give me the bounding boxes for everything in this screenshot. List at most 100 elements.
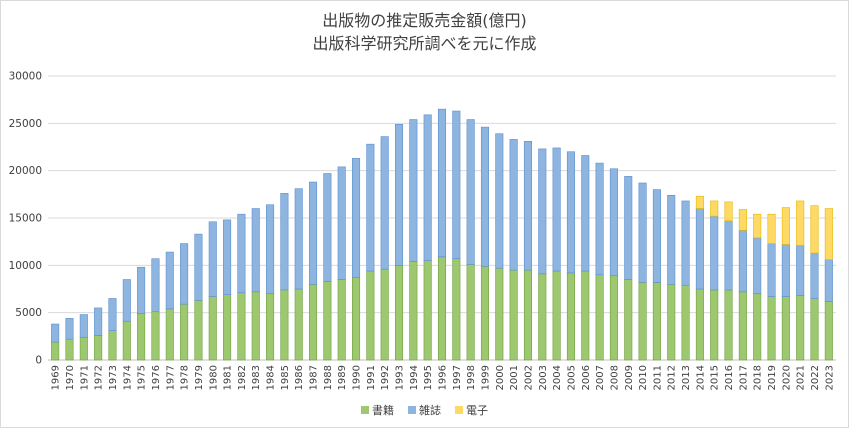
bar-segment bbox=[710, 215, 719, 291]
bar-segment bbox=[280, 289, 289, 361]
bar-segment bbox=[538, 148, 547, 275]
bar-segment bbox=[352, 158, 361, 278]
x-tick-label: 2005 bbox=[566, 365, 577, 390]
bar-segment bbox=[695, 208, 704, 290]
bar-segment bbox=[781, 296, 790, 361]
x-tick-label: 1980 bbox=[208, 365, 219, 390]
x-tick-label: 2015 bbox=[710, 365, 721, 390]
bar-segment bbox=[165, 251, 174, 310]
bar-segment bbox=[667, 283, 676, 361]
bar-segment bbox=[538, 273, 547, 361]
legend-item-books: 書籍 bbox=[361, 402, 394, 418]
bar-segment bbox=[695, 195, 704, 209]
bar-segment bbox=[137, 266, 146, 314]
x-tick-label: 2011 bbox=[652, 365, 663, 390]
bar-segment bbox=[796, 200, 805, 246]
x-tick-label: 2022 bbox=[810, 365, 821, 390]
x-tick-label: 2006 bbox=[581, 365, 592, 390]
bar-segment bbox=[423, 114, 432, 261]
bar-segment bbox=[738, 209, 747, 231]
bar-segment bbox=[309, 283, 318, 361]
bar-segment bbox=[337, 279, 346, 361]
bar-segment bbox=[738, 230, 747, 293]
bar-segment bbox=[624, 176, 633, 280]
x-tick-label: 1977 bbox=[165, 365, 176, 390]
bar-segment bbox=[624, 279, 633, 361]
bar-segment bbox=[452, 110, 461, 260]
bar-segment bbox=[65, 338, 74, 361]
bar-segment bbox=[810, 205, 819, 254]
bar-segment bbox=[137, 313, 146, 361]
bar-segment bbox=[466, 264, 475, 361]
bar-segment bbox=[251, 291, 260, 361]
bar-segment bbox=[180, 303, 189, 361]
legend-swatch-digital bbox=[455, 406, 463, 414]
legend-label-magazines: 雑誌 bbox=[419, 404, 441, 417]
bar-segment bbox=[94, 307, 103, 336]
x-tick-label: 1995 bbox=[423, 365, 434, 390]
bar-segment bbox=[824, 301, 833, 361]
x-tick-label: 2014 bbox=[695, 365, 706, 390]
bar-segment bbox=[394, 123, 404, 266]
x-tick-label: 2016 bbox=[724, 365, 735, 390]
bar-segment bbox=[480, 265, 490, 361]
legend-swatch-magazines bbox=[408, 406, 416, 414]
bar-segment bbox=[552, 147, 561, 272]
x-tick-label: 1993 bbox=[395, 365, 406, 390]
x-tick-label: 1983 bbox=[251, 365, 262, 390]
bar-segment bbox=[108, 330, 117, 361]
bar-segment bbox=[681, 284, 690, 361]
bar-segment bbox=[366, 270, 375, 361]
x-tick-label: 1986 bbox=[294, 365, 305, 390]
bar-segment bbox=[652, 189, 661, 283]
bar-segment bbox=[423, 260, 432, 361]
x-tick-label: 2002 bbox=[523, 365, 534, 390]
x-tick-label: 2020 bbox=[781, 365, 792, 390]
bar-segment bbox=[194, 300, 203, 361]
bar-segment bbox=[180, 243, 189, 305]
bar-segment bbox=[495, 267, 504, 361]
legend-label-digital: 電子 bbox=[466, 404, 488, 417]
x-tick-label: 1998 bbox=[466, 365, 477, 390]
bar-segment bbox=[609, 168, 618, 277]
x-tick-label: 2009 bbox=[624, 365, 635, 390]
x-tick-label: 1987 bbox=[309, 365, 320, 390]
bar-segment bbox=[294, 288, 303, 361]
bar-segment bbox=[237, 213, 246, 294]
bar-segment bbox=[309, 181, 318, 285]
x-tick-label: 2021 bbox=[796, 365, 807, 390]
y-tick-label: 20000 bbox=[9, 165, 42, 177]
bar-segment bbox=[509, 139, 518, 271]
bar-segment bbox=[638, 282, 647, 361]
bar-segment bbox=[767, 296, 776, 361]
x-tick-label: 2018 bbox=[753, 365, 764, 390]
bar-segment bbox=[366, 143, 375, 272]
bar-segment bbox=[51, 341, 60, 361]
x-tick-label: 2012 bbox=[667, 365, 678, 390]
x-tick-label: 1985 bbox=[280, 365, 291, 390]
bar-segment bbox=[681, 200, 690, 286]
bar-segment bbox=[738, 291, 747, 361]
bar-segment bbox=[796, 245, 805, 296]
bar-segment bbox=[380, 136, 389, 270]
bar-segment bbox=[151, 311, 160, 361]
bar-segment bbox=[352, 277, 361, 361]
y-tick-label: 5000 bbox=[15, 307, 42, 319]
y-tick-label: 30000 bbox=[9, 71, 42, 83]
bar-segment bbox=[781, 207, 790, 245]
bar-segment bbox=[323, 173, 332, 282]
x-tick-label: 1969 bbox=[51, 365, 62, 390]
bar-segment bbox=[638, 182, 647, 283]
y-tick-label: 25000 bbox=[9, 118, 42, 130]
x-tick-label: 2004 bbox=[552, 365, 563, 390]
bar-segment bbox=[495, 133, 504, 269]
bar-segment bbox=[609, 275, 618, 361]
bar-segment bbox=[523, 141, 532, 271]
x-tick-label: 1996 bbox=[438, 365, 449, 390]
x-tick-label: 2003 bbox=[538, 365, 549, 390]
x-tick-label: 1978 bbox=[180, 365, 191, 390]
bar-segment bbox=[223, 294, 232, 361]
bar-segment bbox=[337, 166, 346, 280]
bar-segment bbox=[294, 188, 303, 290]
